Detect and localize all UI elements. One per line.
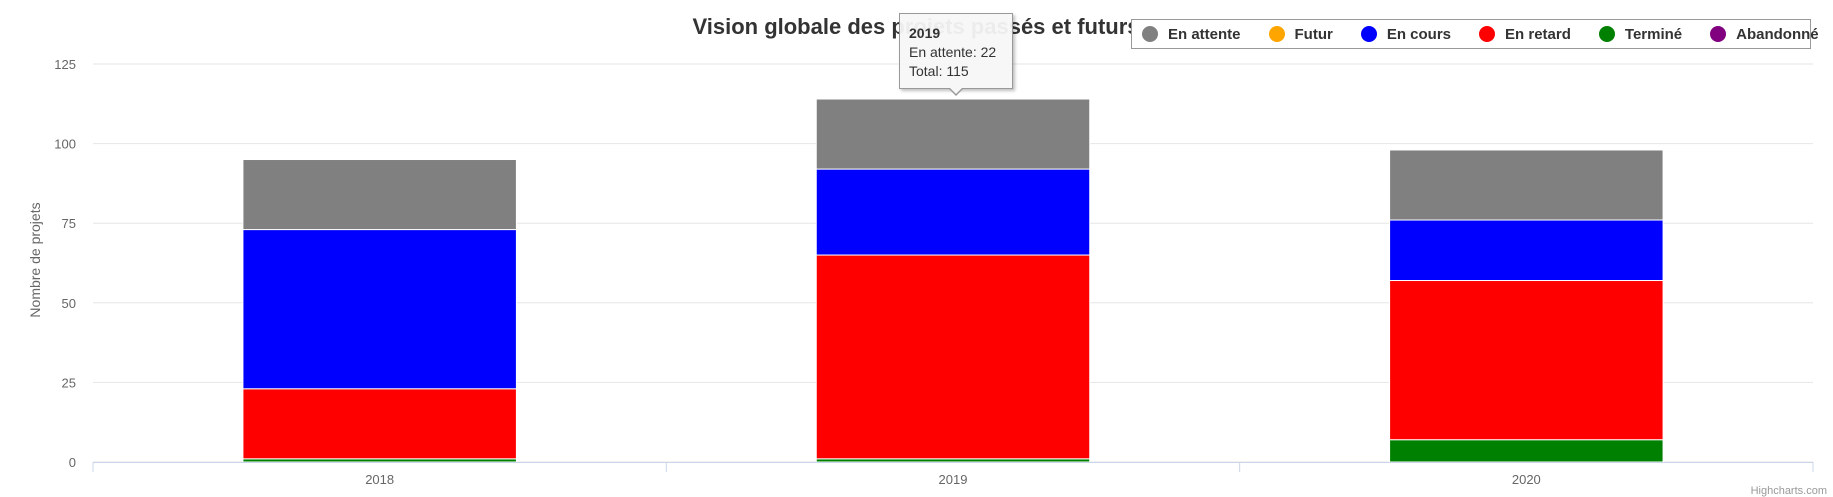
y-tick-label: 25 — [62, 375, 76, 390]
y-axis-ticks: 0 25 50 75 100 125 — [54, 57, 76, 470]
legend-marker-icon — [1479, 26, 1496, 42]
legend-label: Abandonné — [1736, 25, 1819, 43]
tooltip-series-value: En attente: 22 — [909, 44, 997, 60]
legend-label: En retard — [1505, 25, 1571, 43]
legend-item-en-retard[interactable]: En retard — [1479, 26, 1571, 43]
legend-item-en-attente[interactable]: En attente — [1142, 26, 1241, 43]
bar-segment[interactable] — [815, 168, 1091, 256]
y-tick-label: 100 — [54, 137, 76, 152]
x-axis: 2018 2019 2020 — [92, 462, 1814, 487]
y-axis-label: Nombre de projets — [27, 202, 43, 317]
bars — [242, 98, 1664, 463]
bar-segment[interactable] — [1389, 219, 1664, 282]
legend: En attente Futur En cours En retard Term… — [1131, 19, 1819, 49]
legend-item-termine[interactable]: Terminé — [1598, 25, 1683, 43]
x-tick-label: 2019 — [939, 472, 968, 487]
y-tick-label: 0 — [69, 455, 76, 470]
bar-segment[interactable] — [1389, 149, 1664, 221]
bar-segment[interactable] — [815, 98, 1091, 170]
legend-marker-icon — [1598, 26, 1615, 42]
tooltip-pointer-fill — [949, 87, 963, 94]
bar-segment[interactable] — [242, 388, 517, 460]
legend-marker-icon — [1268, 26, 1285, 42]
tooltip-total: Total: 115 — [909, 63, 969, 79]
credits-link[interactable]: Highcharts.com — [1750, 485, 1827, 497]
legend-label: Terminé — [1624, 25, 1683, 43]
legend-label: Futur — [1294, 25, 1333, 43]
bar-segment[interactable] — [1389, 280, 1664, 441]
legend-marker-icon — [1360, 26, 1377, 42]
legend-label: En attente — [1168, 25, 1241, 43]
y-tick-label: 75 — [62, 216, 76, 231]
legend-item-abandonne[interactable]: Abandonné — [1710, 26, 1819, 43]
legend-marker-icon — [1142, 26, 1158, 42]
x-tick-label: 2018 — [365, 472, 394, 487]
x-tick-label: 2020 — [1512, 472, 1541, 487]
bar-segment[interactable] — [1389, 439, 1664, 463]
legend-marker-icon — [1710, 26, 1727, 42]
tooltip-title: 2019 — [909, 25, 941, 41]
y-tick-label: 125 — [54, 57, 76, 72]
bar-segment[interactable] — [815, 254, 1091, 460]
legend-item-en-cours[interactable]: En cours — [1360, 25, 1452, 43]
y-tick-label: 50 — [62, 296, 76, 311]
legend-label: En cours — [1386, 25, 1452, 43]
bar-segment[interactable] — [242, 159, 517, 231]
bar-segment[interactable] — [242, 229, 517, 390]
legend-item-futur[interactable]: Futur — [1268, 25, 1333, 43]
tooltip: 2019 En attente: 22 Total: 115 — [899, 13, 1013, 89]
